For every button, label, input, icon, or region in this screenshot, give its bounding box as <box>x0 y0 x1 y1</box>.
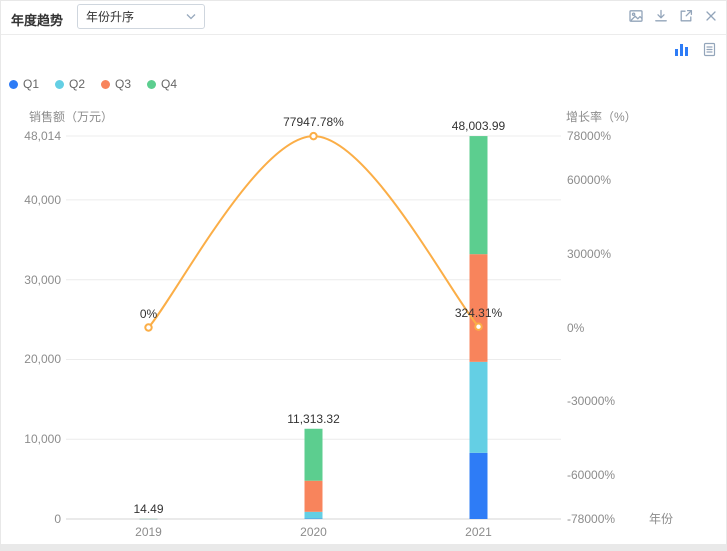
table-view-button[interactable] <box>700 42 718 62</box>
line-point-2019[interactable] <box>144 323 153 332</box>
close-button[interactable] <box>701 9 721 27</box>
export-image-icon <box>628 8 644 29</box>
download-icon <box>653 8 669 29</box>
legend-item-q1[interactable]: Q1 <box>9 77 39 91</box>
line-value-label: 0% <box>139 306 158 321</box>
legend-dot-icon <box>101 79 111 89</box>
right-axis-tick: -30000% <box>567 394 616 409</box>
bar-segment-q2-2021[interactable] <box>469 361 488 453</box>
legend-label: Q1 <box>23 77 40 91</box>
legend-dot-icon <box>147 79 157 89</box>
right-axis-tick: 0% <box>567 320 585 335</box>
download-button[interactable] <box>651 9 671 27</box>
growth-rate-line <box>147 135 480 329</box>
left-axis-title: 销售额（万元） <box>29 110 114 124</box>
legend-label: Q4 <box>161 77 178 91</box>
legend: Q1 Q2 Q3 Q4 <box>9 77 177 91</box>
chart-view-icon <box>674 43 689 62</box>
x-axis-label: 2021 <box>465 525 492 539</box>
right-axis-tick: 60000% <box>567 173 612 188</box>
sort-order-value: 年份升序 <box>86 10 135 24</box>
sort-order-dropdown[interactable]: 年份升序 <box>77 4 205 29</box>
legend-label: Q3 <box>115 77 132 91</box>
legend-item-q4[interactable]: Q4 <box>147 77 177 91</box>
left-axis-tick: 10,000 <box>24 432 61 447</box>
bar-segment-q1-2021[interactable] <box>469 452 488 519</box>
export-image-button[interactable] <box>626 9 646 27</box>
left-axis-tick: 30,000 <box>24 272 61 287</box>
bar-segment-q3-2021[interactable] <box>469 254 488 362</box>
line-value-label: 324.31% <box>454 305 503 320</box>
legend-dot-icon <box>9 79 18 89</box>
open-in-new-button[interactable] <box>676 9 696 27</box>
legend-item-q3[interactable]: Q3 <box>101 77 131 91</box>
right-axis-tick: -60000% <box>567 467 616 482</box>
line-value-label: 77947.78% <box>283 115 344 130</box>
x-axis-label: 2020 <box>300 525 327 539</box>
table-view-icon <box>703 42 716 62</box>
bar-segment-q3-2020[interactable] <box>304 480 323 512</box>
right-axis-tick: 30000% <box>567 246 612 261</box>
bottom-scrollbar-track[interactable] <box>1 544 726 550</box>
left-axis-tick: 20,000 <box>24 352 61 367</box>
legend-label: Q2 <box>69 77 86 91</box>
bar-segment-q4-2021[interactable] <box>469 136 488 255</box>
line-point-2021[interactable] <box>474 322 483 331</box>
right-axis-tick: -78000% <box>567 512 616 526</box>
page-title: 年度趋势 <box>11 13 64 28</box>
close-icon <box>704 9 718 28</box>
left-axis-tick: 48,014 <box>24 129 61 143</box>
right-axis-title: 增长率（%） <box>566 110 637 124</box>
chart-view-button[interactable] <box>672 43 690 62</box>
bar-segment-q4-2020[interactable] <box>304 428 323 481</box>
card-header: 年度趋势 年份升序 <box>1 1 726 35</box>
legend-item-q2[interactable]: Q2 <box>55 77 85 91</box>
bar-total-label: 48,003.99 <box>451 119 506 134</box>
legend-dot-icon <box>55 79 65 89</box>
bar-segment-q2-2020[interactable] <box>304 511 323 519</box>
left-axis-tick: 0 <box>54 512 61 526</box>
open-in-new-icon <box>678 8 694 29</box>
bar-total-label: 14.49 <box>133 501 164 516</box>
line-point-2020[interactable] <box>309 131 318 141</box>
x-axis-label: 2019 <box>135 525 162 539</box>
left-axis-tick: 40,000 <box>24 192 61 207</box>
header-icon-group <box>626 9 721 27</box>
right-axis-tick: 78000% <box>567 129 612 143</box>
bar-total-label: 11,313.32 <box>287 411 340 426</box>
view-switcher <box>672 42 718 62</box>
chevron-down-icon <box>186 13 196 20</box>
x-axis-title: 年份 <box>649 512 674 526</box>
